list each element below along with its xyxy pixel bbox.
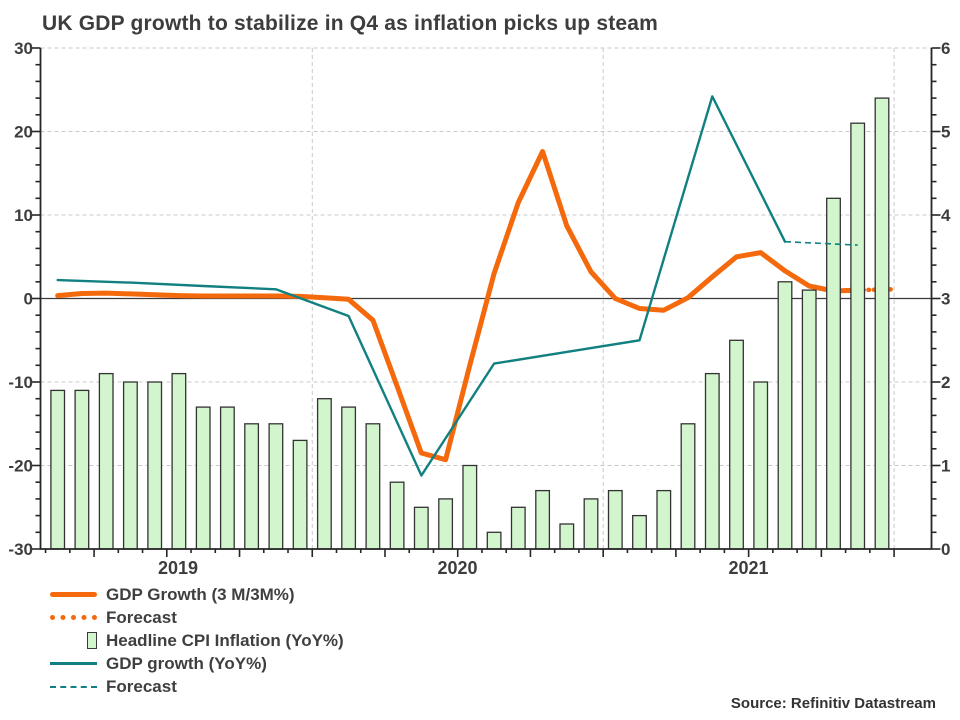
cpi-bar [50, 389, 66, 550]
teal-dashed-line-swatch-icon [50, 685, 97, 688]
cpi-bar [268, 423, 284, 550]
right-axis-label: 0 [941, 540, 950, 559]
cpi-bar [486, 531, 502, 550]
cpi-bar [583, 498, 599, 550]
legend: GDP Growth (3 M/3M%) Forecast Headline C… [50, 583, 344, 698]
left-axis-label: -30 [8, 540, 33, 559]
legend-label: Headline CPI Inflation (YoY%) [106, 630, 344, 650]
cpi-bar [122, 381, 138, 550]
legend-item-gdp-yoy: GDP growth (YoY%) [50, 652, 344, 675]
cpi-bar [656, 489, 672, 550]
cpi-bar [147, 381, 163, 550]
cpi-bar [777, 281, 793, 550]
right-axis-label: 2 [941, 373, 950, 392]
cpi-bar [607, 489, 623, 550]
cpi-bar [632, 514, 647, 550]
orange-dotted-line-swatch-icon [50, 615, 97, 620]
legend-item-cpi: Headline CPI Inflation (YoY%) [50, 629, 344, 652]
right-axis-label: 1 [941, 457, 950, 476]
cpi-bar [74, 389, 90, 550]
left-axis-label: 30 [14, 39, 33, 58]
cpi-bar [559, 523, 575, 550]
cpi-bar [316, 398, 332, 550]
teal-solid-line-swatch-icon [50, 662, 97, 665]
cpi-bar [292, 439, 308, 550]
cpi-bar [244, 423, 260, 550]
gdp-growth-3-m-3m--line [55, 149, 861, 463]
legend-label: Forecast [106, 607, 177, 627]
legend-label: Forecast [106, 676, 177, 696]
right-axis-label: 6 [941, 39, 950, 58]
cpi-bar [219, 406, 235, 550]
legend-label: GDP Growth (3 M/3M%) [106, 584, 295, 604]
legend-item-gdp-yoy-forecast: Forecast [50, 675, 344, 698]
legend-item-gdp-3m: GDP Growth (3 M/3M%) [50, 583, 344, 606]
cpi-bar [365, 423, 381, 550]
cpi-bar [462, 464, 478, 550]
legend-item-gdp-3m-forecast: Forecast [50, 606, 344, 629]
cpi-bar [680, 423, 696, 550]
legend-label: GDP growth (YoY%) [106, 653, 267, 673]
left-axis-label: -20 [8, 457, 33, 476]
gdp-growth-yoy--line [56, 95, 787, 477]
cpi-bar [413, 506, 429, 550]
forecast-line [784, 240, 858, 246]
cpi-bar [874, 97, 890, 550]
cpi-bar [753, 381, 769, 550]
left-axis-label: 10 [14, 206, 33, 225]
cpi-bar [704, 372, 720, 550]
orange-solid-line-swatch-icon [50, 592, 97, 597]
cpi-bar [98, 372, 114, 550]
cpi-bar [535, 489, 551, 550]
cpi-bar [729, 339, 744, 550]
left-axis-label: -10 [8, 373, 33, 392]
cpi-bar [389, 481, 405, 550]
right-axis-label: 3 [941, 290, 950, 309]
right-axis-label: 5 [941, 123, 950, 142]
cpi-bar [510, 506, 526, 550]
cpi-bar [341, 406, 357, 550]
cpi-bar [438, 498, 454, 550]
left-axis-label: 20 [14, 123, 33, 142]
cpi-bar [801, 289, 817, 550]
cpi-bar [171, 372, 187, 550]
year-label: 2021 [728, 558, 768, 578]
chart-title: UK GDP growth to stabilize in Q4 as infl… [42, 12, 659, 35]
source-credit: Source: Refinitiv Datastream [730, 695, 936, 712]
cpi-bar [826, 197, 841, 550]
green-bar-swatch-icon [87, 632, 97, 649]
left-axis-label: 0 [24, 290, 33, 309]
right-axis-label: 4 [941, 206, 951, 225]
year-label: 2019 [158, 558, 198, 578]
year-label: 2020 [437, 558, 477, 578]
cpi-bar [195, 406, 211, 550]
cpi-bar [850, 122, 866, 550]
